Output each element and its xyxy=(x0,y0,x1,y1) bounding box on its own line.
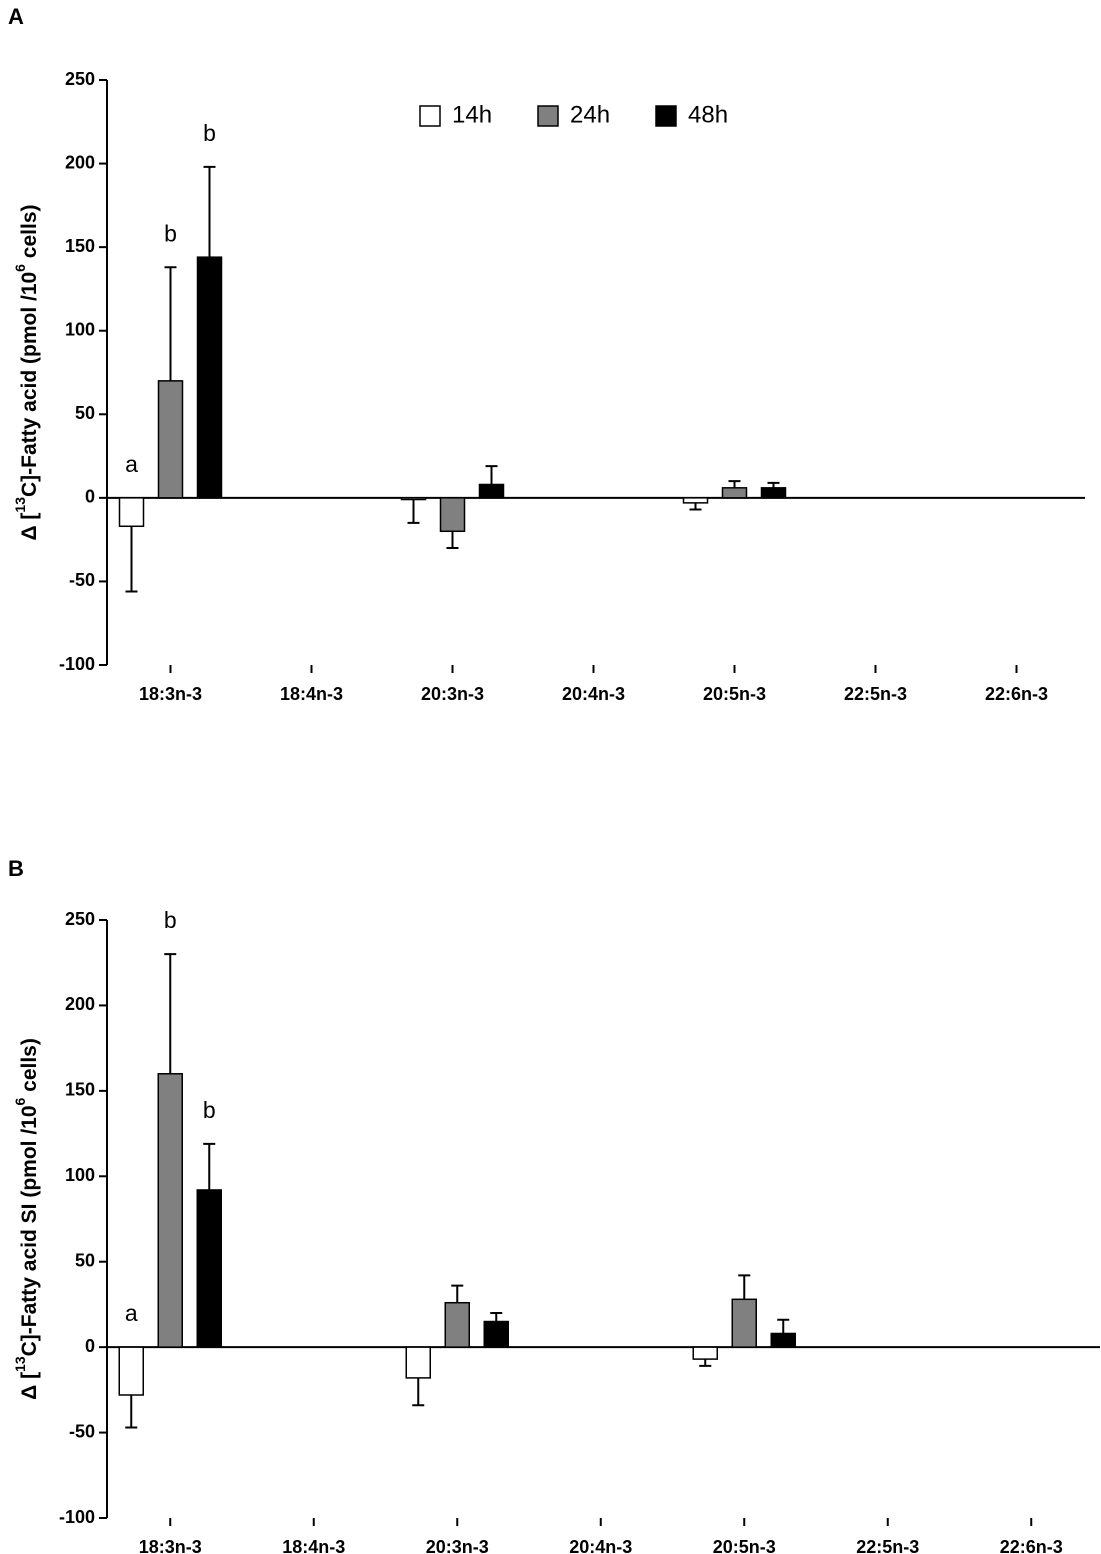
bar xyxy=(405,1346,431,1379)
x-tick-label: 18:3n-3 xyxy=(139,684,202,704)
error-bar xyxy=(728,480,741,488)
label-part: cells) xyxy=(18,1038,41,1098)
panel-label: A xyxy=(8,4,24,29)
error-bar xyxy=(699,1359,712,1367)
y-tick-label: 150 xyxy=(65,236,95,256)
y-tick-label: 200 xyxy=(65,152,95,172)
bar xyxy=(478,483,505,499)
legend-swatch xyxy=(419,105,441,127)
error-bar xyxy=(485,465,498,485)
x-tick-label: 18:4n-3 xyxy=(280,684,343,704)
bar xyxy=(721,487,748,499)
legend-label: 48h xyxy=(688,101,728,128)
legend-label: 24h xyxy=(570,101,610,128)
y-tick-label: -50 xyxy=(69,1421,95,1441)
y-tick-label: 0 xyxy=(85,1336,95,1356)
error-bar xyxy=(446,531,459,549)
label-part: Δ [ xyxy=(18,1372,41,1400)
bar xyxy=(118,497,145,528)
legend-label: 14h xyxy=(452,101,492,128)
bar xyxy=(400,497,427,501)
x-tick-label: 18:3n-3 xyxy=(139,1537,202,1554)
y-axis-label: Δ [13C]-Fatty acid SI (pmol /106 cells) xyxy=(12,1038,41,1400)
x-tick-label: 20:3n-3 xyxy=(426,1537,489,1554)
y-tick-label: 100 xyxy=(65,319,95,339)
bar xyxy=(682,497,709,504)
bar xyxy=(731,1298,757,1348)
error-bar xyxy=(125,1394,138,1429)
error-bar xyxy=(490,1311,503,1322)
significance-letter: b xyxy=(164,907,177,933)
legend-swatch xyxy=(655,105,677,127)
superscript: 13 xyxy=(12,497,28,513)
superscript: 6 xyxy=(12,1097,28,1105)
legend-swatch xyxy=(537,105,559,127)
error-bar xyxy=(203,1142,216,1190)
y-tick-label: 50 xyxy=(75,403,95,423)
error-bar xyxy=(412,1377,425,1407)
error-bar xyxy=(125,526,138,593)
error-bar xyxy=(689,502,702,511)
label-part: C]-Fatty acid SI (pmol /10 xyxy=(18,1105,41,1356)
significance-letter: b xyxy=(203,1097,216,1123)
x-tick-label: 20:5n-3 xyxy=(703,684,766,704)
x-tick-label: 20:4n-3 xyxy=(562,684,625,704)
significance-letter: b xyxy=(164,220,177,246)
bar xyxy=(157,1073,183,1348)
x-tick-label: 22:5n-3 xyxy=(856,1537,919,1554)
bar xyxy=(692,1346,718,1360)
error-bar xyxy=(738,1274,751,1300)
label-part: cells) xyxy=(18,204,41,264)
y-tick-label: -100 xyxy=(59,1507,95,1527)
error-bar xyxy=(451,1284,464,1303)
y-tick-label: 200 xyxy=(65,994,95,1014)
y-tick-label: 150 xyxy=(65,1080,95,1100)
x-tick-label: 20:5n-3 xyxy=(713,1537,776,1554)
label-part: C]-Fatty acid (pmol /10 xyxy=(18,272,41,497)
bar xyxy=(196,1189,222,1348)
bar xyxy=(483,1320,509,1348)
bar xyxy=(157,380,184,499)
bar xyxy=(439,497,466,533)
bar xyxy=(444,1301,470,1348)
y-tick-label: 250 xyxy=(65,69,95,89)
x-tick-label: 20:4n-3 xyxy=(569,1537,632,1554)
error-bar xyxy=(203,165,216,258)
x-tick-label: 22:6n-3 xyxy=(985,684,1048,704)
y-tick-label: -50 xyxy=(69,570,95,590)
y-axis-label: Δ [13C]-Fatty acid (pmol /106 cells) xyxy=(12,204,41,540)
x-tick-label: 18:4n-3 xyxy=(282,1537,345,1554)
bar xyxy=(760,487,787,499)
error-bar xyxy=(767,481,780,488)
x-tick-label: 22:6n-3 xyxy=(1000,1537,1063,1554)
significance-letter: a xyxy=(125,1300,138,1326)
x-tick-label: 22:5n-3 xyxy=(844,684,907,704)
label-part: Δ [ xyxy=(18,513,41,541)
error-bar xyxy=(407,499,420,524)
superscript: 13 xyxy=(12,1356,28,1372)
significance-letter: b xyxy=(203,120,216,146)
y-tick-label: -100 xyxy=(59,654,95,674)
superscript: 6 xyxy=(12,264,28,272)
significance-letter: a xyxy=(125,451,138,477)
y-tick-label: 250 xyxy=(65,909,95,929)
y-tick-label: 50 xyxy=(75,1250,95,1270)
error-bar xyxy=(777,1318,790,1334)
bar xyxy=(196,256,223,499)
y-tick-label: 0 xyxy=(85,487,95,507)
error-bar xyxy=(164,266,177,381)
bar xyxy=(118,1346,144,1396)
y-tick-label: 100 xyxy=(65,1165,95,1185)
x-tick-label: 20:3n-3 xyxy=(421,684,484,704)
error-bar xyxy=(164,953,177,1074)
panel-label: B xyxy=(8,856,24,881)
bar xyxy=(770,1332,796,1348)
